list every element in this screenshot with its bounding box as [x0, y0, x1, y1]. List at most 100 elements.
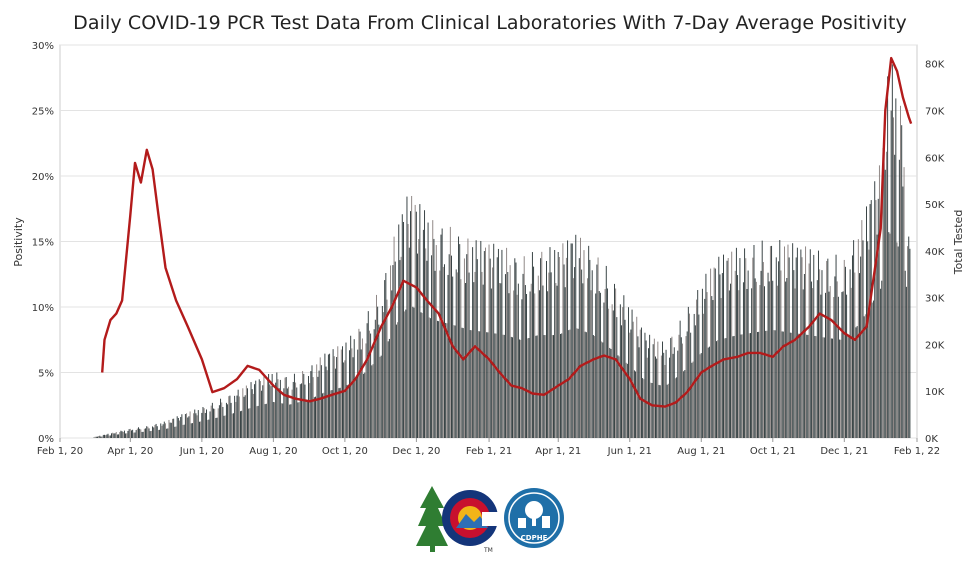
- bar: [391, 290, 393, 438]
- bar: [183, 424, 185, 438]
- bar: [229, 395, 231, 438]
- bar: [283, 388, 285, 438]
- bar: [719, 274, 721, 438]
- bar: [399, 260, 401, 438]
- bar: [640, 327, 642, 438]
- bar: [207, 419, 209, 438]
- bar: [354, 379, 356, 438]
- bar: [164, 423, 166, 438]
- bar: [633, 370, 635, 438]
- bar: [228, 396, 230, 438]
- bar: [123, 430, 125, 438]
- bar: [385, 273, 387, 438]
- bar: [302, 371, 304, 438]
- bar: [765, 330, 767, 438]
- bar: [730, 283, 732, 438]
- bar: [718, 256, 720, 438]
- bar: [581, 269, 583, 438]
- bar: [429, 318, 431, 438]
- bar: [572, 278, 574, 438]
- bar: [576, 328, 578, 438]
- bar: [560, 333, 562, 438]
- bar: [713, 267, 715, 438]
- bar: [296, 387, 298, 438]
- bar: [431, 255, 433, 438]
- bar: [208, 419, 210, 438]
- bar: [100, 436, 102, 438]
- bar: [541, 251, 543, 438]
- bar: [446, 323, 448, 438]
- bar: [393, 236, 395, 438]
- bar: [316, 364, 318, 438]
- bar: [537, 275, 539, 438]
- bar: [755, 281, 757, 438]
- x-tick-label: Oct 1, 20: [322, 446, 368, 457]
- bar: [288, 386, 290, 438]
- bar: [689, 313, 690, 438]
- bar: [289, 404, 291, 438]
- bar: [897, 246, 899, 438]
- bar: [323, 392, 325, 438]
- bar: [902, 186, 904, 438]
- bar: [605, 265, 607, 438]
- bar: [676, 377, 678, 438]
- bar: [392, 265, 394, 438]
- bar: [383, 312, 384, 438]
- bar: [135, 430, 137, 438]
- bar: [454, 325, 456, 438]
- bar: [394, 261, 396, 438]
- bar: [546, 260, 547, 438]
- bar: [218, 405, 220, 438]
- bar: [639, 329, 641, 438]
- bar: [244, 395, 246, 438]
- bar: [542, 285, 544, 438]
- bar: [820, 294, 822, 438]
- bar: [378, 324, 380, 438]
- bar: [527, 338, 529, 438]
- bar: [606, 288, 608, 438]
- bar: [258, 379, 260, 438]
- bar: [404, 311, 406, 438]
- bar: [618, 356, 620, 438]
- y2-tick-label: 40K: [925, 247, 945, 258]
- bar: [837, 296, 839, 438]
- bar: [336, 357, 338, 438]
- bar: [210, 405, 212, 438]
- bar: [657, 341, 659, 438]
- bar: [898, 159, 900, 438]
- bar: [592, 335, 594, 438]
- x-tick-label: Feb 1, 20: [37, 446, 83, 457]
- bar: [351, 348, 353, 438]
- bar: [333, 356, 335, 438]
- bar: [189, 411, 191, 438]
- bar: [678, 334, 680, 438]
- bar: [312, 377, 314, 438]
- bar: [284, 377, 286, 438]
- bar: [263, 375, 265, 438]
- y2-tick-label: 30K: [925, 294, 945, 305]
- bar: [567, 240, 569, 438]
- x-tick-label: Feb 1, 22: [894, 446, 940, 457]
- bar: [193, 413, 195, 438]
- bar: [632, 321, 634, 438]
- bar: [428, 317, 430, 438]
- bar: [651, 383, 653, 438]
- bar-series-total-tested: [93, 64, 911, 439]
- bar: [795, 257, 797, 438]
- bar: [734, 270, 736, 438]
- bar: [642, 378, 644, 438]
- bar: [506, 247, 508, 438]
- bar: [376, 294, 377, 438]
- bar: [202, 407, 204, 438]
- bar: [610, 349, 612, 438]
- bar: [735, 247, 737, 438]
- bar: [406, 196, 408, 438]
- bar: [775, 257, 777, 438]
- bar: [753, 245, 755, 438]
- bar: [717, 340, 719, 438]
- bar: [806, 334, 808, 438]
- bar: [121, 431, 123, 438]
- bar: [803, 274, 805, 438]
- bar: [154, 424, 156, 438]
- bar: [703, 313, 705, 438]
